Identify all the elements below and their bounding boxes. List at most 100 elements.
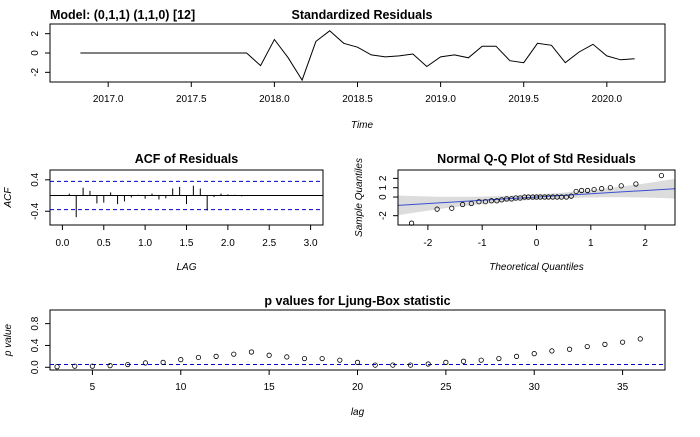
ljung-point [125,361,131,368]
ljung-xtick-label: 5 [90,382,96,393]
qq-point [504,196,510,202]
ljung-point [284,354,290,360]
qq-xtick-label: -2 [423,238,432,249]
qq-point [573,188,579,195]
ljung-point [178,357,184,363]
acf-ytick-label: 0.4 [30,172,41,186]
ljung-point [584,343,590,350]
acf-xtick-label: 0.5 [97,238,111,249]
qq-point [434,206,440,212]
qq-ytick-label: 1 [378,184,389,190]
qq-point [494,198,500,204]
qq-point [449,205,455,211]
ljung-point [407,362,414,368]
ljung-point [619,339,626,345]
acf-xtick-label: 1.5 [180,238,194,249]
ljung-xtick-label: 30 [529,382,541,393]
qq-point [599,186,605,192]
qq-point [542,194,548,200]
ljung-xtick-label: 35 [617,382,629,393]
ljung-point [496,355,502,362]
qq-ytick-label: 2 [378,175,389,181]
ljung-point [54,364,60,370]
qq-point [488,198,495,204]
acf-ytick-label: -0.4 [30,202,41,220]
ljung-xtick-label: 10 [175,382,187,393]
qq-ytick-label: -2 [378,211,389,220]
ljung-point [443,359,449,365]
qq-point [468,200,474,207]
ljung-xtick-label: 25 [440,382,452,393]
ljung-point [390,362,396,368]
qq-point [476,199,482,205]
ljung-point [142,360,149,366]
residuals-ytick-label: 0 [30,50,41,56]
qq-point [658,172,665,179]
ljung-ylabel: p value [3,323,14,357]
qq-reference-line [397,188,676,206]
ljung-point [213,353,219,359]
residuals-ytick-label: -2 [30,67,41,76]
ljung-point [160,359,166,365]
qq-point [482,199,489,205]
qq-xtick-label: 2 [642,238,648,249]
ljung-ytick-label: 0.4 [30,338,41,352]
acf-xtick-label: 2.0 [221,238,235,249]
acf-xtick-label: 1.0 [138,238,152,249]
qq-point [499,197,505,203]
ljung-xlabel: lag [351,407,365,418]
ljung-point [637,336,643,342]
residuals-ytick-label: 2 [30,30,41,36]
qq-point [521,194,528,200]
acf-xtick-label: 0.0 [55,238,69,249]
qq-title: Normal Q-Q Plot of Std Residuals [437,152,636,166]
ljung-point [566,346,573,352]
qq-point [460,201,466,208]
ljung-point [195,354,202,361]
residuals-series-line [80,30,635,82]
ljung-title: p values for Ljung-Box statistic [264,294,450,308]
ljung-ytick-label: 0.8 [30,316,41,330]
ljung-point [513,353,520,359]
qq-xlabel: Theoretical Quantiles [489,262,584,273]
residuals-title: Standardized Residuals [291,8,432,22]
qq-point [558,194,565,200]
ljung-point [319,355,325,362]
acf-xtick-label: 2.5 [262,238,276,249]
qq-point [578,187,585,194]
acf-xtick-label: 3.0 [304,238,318,249]
qq-ylabel: Sample Quantiles [354,158,365,237]
residuals-xtick-label: 2019.0 [425,94,456,105]
qq-point [633,181,639,187]
acf-ylabel: ACF [3,187,14,209]
model-label: Model: (0,1,1) (1,1,0) [12] [50,8,195,22]
qq-ytick-label: 0 [378,194,389,200]
qq-point [607,185,613,191]
ljung-point [266,352,272,358]
residuals-xtick-label: 2020.0 [592,94,623,105]
ljung-xtick-label: 15 [264,382,276,393]
ljung-point [107,363,113,369]
ljung-point [549,348,555,354]
qq-point [568,193,574,199]
ljung-point [425,361,431,367]
ljung-point [602,341,608,347]
ljung-point [301,355,308,362]
residuals-xtick-label: 2019.5 [508,94,539,105]
qq-xtick-label: 1 [588,238,594,249]
ljung-point [231,351,237,357]
qq-point [618,183,624,189]
residuals-xtick-label: 2018.0 [259,94,290,105]
qq-xtick-label: 0 [534,238,540,249]
qq-point [563,194,569,200]
ljung-point [72,363,78,369]
qq-point [584,187,591,194]
qq-point [591,186,597,193]
ljung-point [337,357,343,363]
residuals-xlabel: Time [351,120,374,131]
ljung-point [460,358,467,364]
ljung-point [531,351,537,357]
qq-point [530,194,536,200]
residuals-xtick-label: 2017.5 [176,94,207,105]
ljung-frame [49,309,666,371]
